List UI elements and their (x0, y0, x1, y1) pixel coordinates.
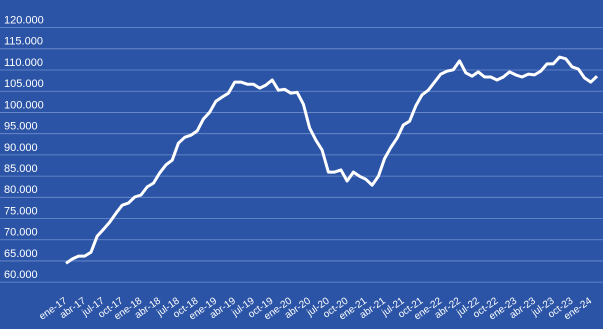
y-tick-label: 85.000 (4, 163, 38, 175)
y-tick-label: 70.000 (4, 227, 38, 239)
line (65, 55, 599, 265)
y-tick-label: 75.000 (4, 205, 38, 217)
y-tick-label: 80.000 (4, 184, 38, 196)
y-tick-label: 100.000 (4, 99, 44, 111)
y-tick-label: 120.000 (4, 15, 44, 27)
y-tick-label: 65.000 (4, 248, 38, 260)
y-tick-label: 115.000 (4, 36, 43, 48)
y-tick-label: 110.000 (4, 57, 43, 69)
y-tick-label: 60.000 (4, 269, 38, 281)
y-tick-label: 95.000 (4, 121, 38, 133)
y-tick-label: 105.000 (4, 78, 44, 90)
y-tick-label: 90.000 (4, 142, 38, 154)
